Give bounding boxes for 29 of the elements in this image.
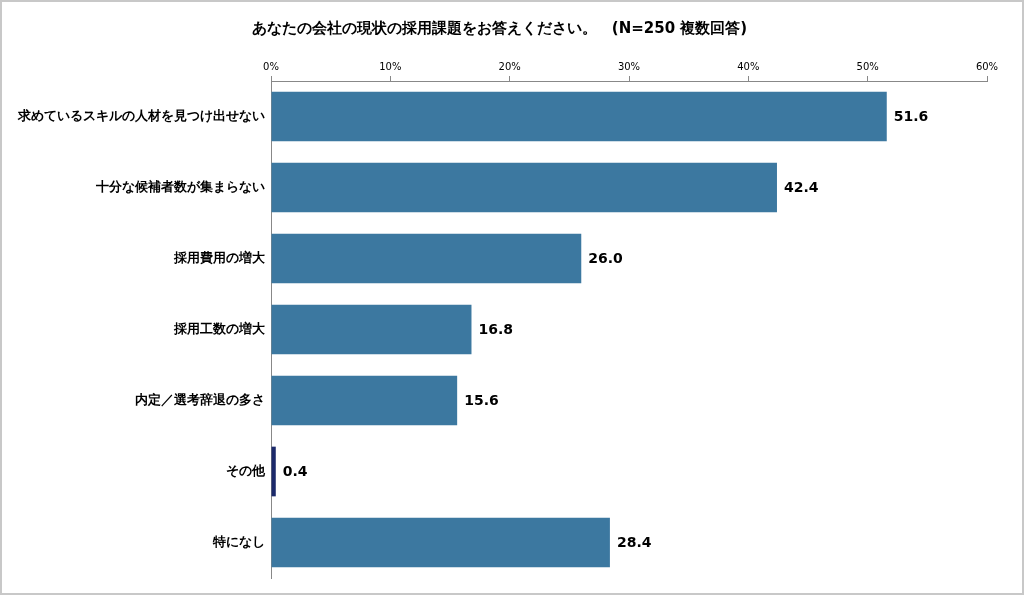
x-tick-label: 60% (975, 60, 999, 72)
data-label: 26.0 (588, 250, 624, 267)
data-label: 15.6 (464, 392, 499, 409)
data-label: 28.4 (616, 534, 652, 551)
bar (271, 233, 582, 284)
bar (271, 304, 472, 355)
bar (271, 162, 777, 213)
data-label: 42.4 (783, 179, 819, 196)
y-tick-label: 採用工数の増大 (173, 320, 266, 336)
y-tick-label: その他 (226, 462, 266, 478)
y-tick-label: 求めているスキルの人材を見つけ出せない (17, 107, 265, 123)
chart-title: あなたの会社の現状の採用課題をお答えください。 (N=250 複数回答) (251, 18, 748, 37)
x-tick-label: 10% (379, 60, 402, 72)
x-tick-label: 20% (498, 60, 521, 72)
bar (271, 375, 458, 426)
bar (271, 517, 610, 568)
x-tick-label: 30% (617, 60, 641, 72)
y-tick-label: 内定／選考辞退の多さ (135, 391, 265, 407)
x-tick-label: 50% (856, 60, 879, 72)
y-tick-label: 十分な候補者数が集まらない (95, 178, 265, 194)
data-label: 51.6 (893, 108, 929, 125)
data-label: 0.4 (282, 463, 308, 480)
x-tick-label: 40% (737, 60, 760, 72)
x-tick-label: 0% (263, 60, 279, 72)
y-tick-label: 特になし (212, 533, 265, 549)
y-tick-label: 採用費用の増大 (173, 249, 266, 265)
bar (271, 91, 887, 142)
data-label: 16.8 (478, 321, 514, 338)
bar (271, 446, 276, 497)
